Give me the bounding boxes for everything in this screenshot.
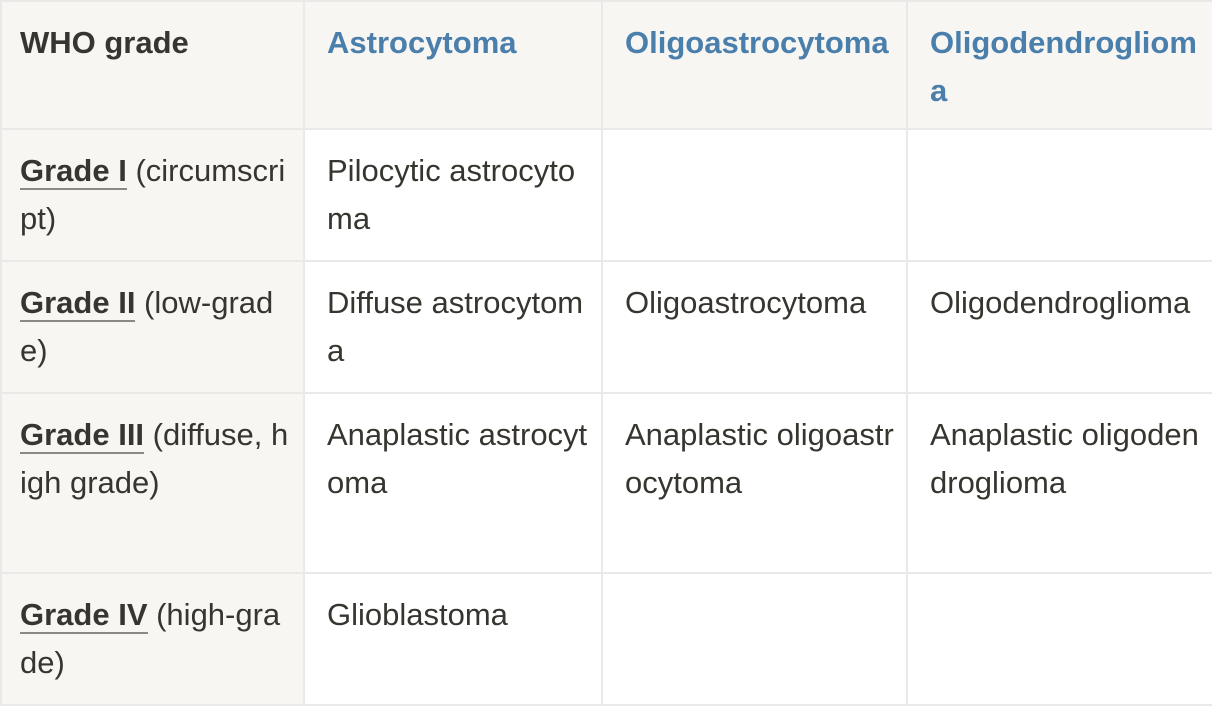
table-cell: Glioblastoma [303,572,603,706]
header-cell-astrocytoma[interactable]: Astrocytoma [303,0,603,130]
table-cell: Diffuse astrocytoma [303,260,603,394]
table-row: Grade II (low-grade) Diffuse astrocytoma… [0,260,1212,394]
grade-iv-link[interactable]: Grade IV [20,597,148,634]
header-who-grade-label: WHO grade [20,25,189,60]
grade-cell: Grade I (circumscript) [0,128,305,262]
table-cell: Oligodendroglioma [906,260,1212,394]
table-cell: Anaplastic oligodendroglioma [906,392,1212,574]
table-cell [906,128,1212,262]
table-header-row: WHO grade Astrocytoma Oligoastrocytoma O… [0,0,1212,130]
table-cell: Anaplastic astrocytoma [303,392,603,574]
grade-cell: Grade III (diffuse, high grade) [0,392,305,574]
table-cell [906,572,1212,706]
grade-note: (diffuse, high grade) [20,417,289,500]
header-astrocytoma-label[interactable]: Astrocytoma [327,25,517,60]
table-row: Grade III (diffuse, high grade) Anaplast… [0,392,1212,574]
table-cell [601,572,908,706]
grade-note: (circumscript) [20,153,286,236]
header-cell-oligoastrocytoma[interactable]: Oligoastrocytoma [601,0,908,130]
grade-note: (high-grade) [20,597,281,680]
header-oligodendroglioma-label[interactable]: Oligodendroglioma [930,25,1197,108]
table-cell: Oligoastrocytoma [601,260,908,394]
grade-cell: Grade II (low-grade) [0,260,305,394]
table-row: Grade IV (high-grade) Glioblastoma [0,572,1212,706]
header-cell-who-grade: WHO grade [0,0,305,130]
grade-i-link[interactable]: Grade I [20,153,127,190]
table-cell: Pilocytic astrocytoma [303,128,603,262]
grade-note: (low-grade) [20,285,274,368]
grade-ii-link[interactable]: Grade II [20,285,136,322]
table-row: Grade I (circumscript) Pilocytic astrocy… [0,128,1212,262]
table-cell: Anaplastic oligoastrocytoma [601,392,908,574]
table-cell [601,128,908,262]
grade-iii-link[interactable]: Grade III [20,417,145,454]
grade-cell: Grade IV (high-grade) [0,572,305,706]
header-cell-oligodendroglioma[interactable]: Oligodendroglioma [906,0,1212,130]
header-oligoastrocytoma-label[interactable]: Oligoastrocytoma [625,25,889,60]
